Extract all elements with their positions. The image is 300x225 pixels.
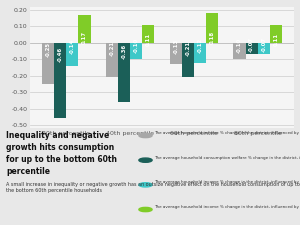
Bar [106,43,118,77]
Circle shape [139,183,152,187]
Text: -0.10: -0.10 [237,38,242,53]
Bar [118,43,130,102]
Circle shape [139,158,152,162]
Bar [270,25,282,43]
Bar [78,15,91,43]
Circle shape [139,207,152,212]
Text: -0.25: -0.25 [46,42,51,56]
Text: The average household income % change in the district, influenced by a 1% increa: The average household income % change in… [154,131,300,135]
Text: The average household income % change in the district, influenced by a 1% decrea: The average household income % change in… [154,180,300,184]
Text: -0.21: -0.21 [185,40,190,56]
Bar [170,43,182,64]
Text: -0.07: -0.07 [261,37,266,52]
Bar [182,43,194,77]
Bar [258,43,270,54]
Text: -0.10: -0.10 [134,38,139,53]
Text: 0.18: 0.18 [210,30,214,43]
Text: 0.17: 0.17 [82,31,87,44]
Text: -0.21: -0.21 [110,40,114,56]
Text: Inequality and negative
growth hits consumption
for up to the bottom 60th
percen: Inequality and negative growth hits cons… [6,131,117,176]
Circle shape [139,133,152,138]
Bar [206,13,218,43]
Text: The average household income % change in the district, influenced by a 1% increa: The average household income % change in… [154,205,300,209]
Text: -0.12: -0.12 [197,38,202,53]
Text: -0.13: -0.13 [173,38,178,54]
Bar [142,25,154,43]
Bar [246,43,258,54]
Bar [42,43,54,84]
Text: -0.36: -0.36 [122,44,127,59]
Text: -0.07: -0.07 [249,37,254,52]
Text: The average household consumption welfare % change in the district, influenced b: The average household consumption welfar… [154,156,300,160]
Text: A small increase in inequality or negative growth has an outsize negative effect: A small increase in inequality or negati… [6,182,300,193]
Text: 0.11: 0.11 [273,33,278,46]
Bar [66,43,78,66]
Bar [233,43,246,59]
Text: -0.46: -0.46 [58,47,63,62]
Bar [54,43,66,118]
Text: 0.11: 0.11 [146,33,151,46]
Bar [194,43,206,63]
Text: -0.14: -0.14 [70,39,75,54]
Bar [130,43,142,59]
